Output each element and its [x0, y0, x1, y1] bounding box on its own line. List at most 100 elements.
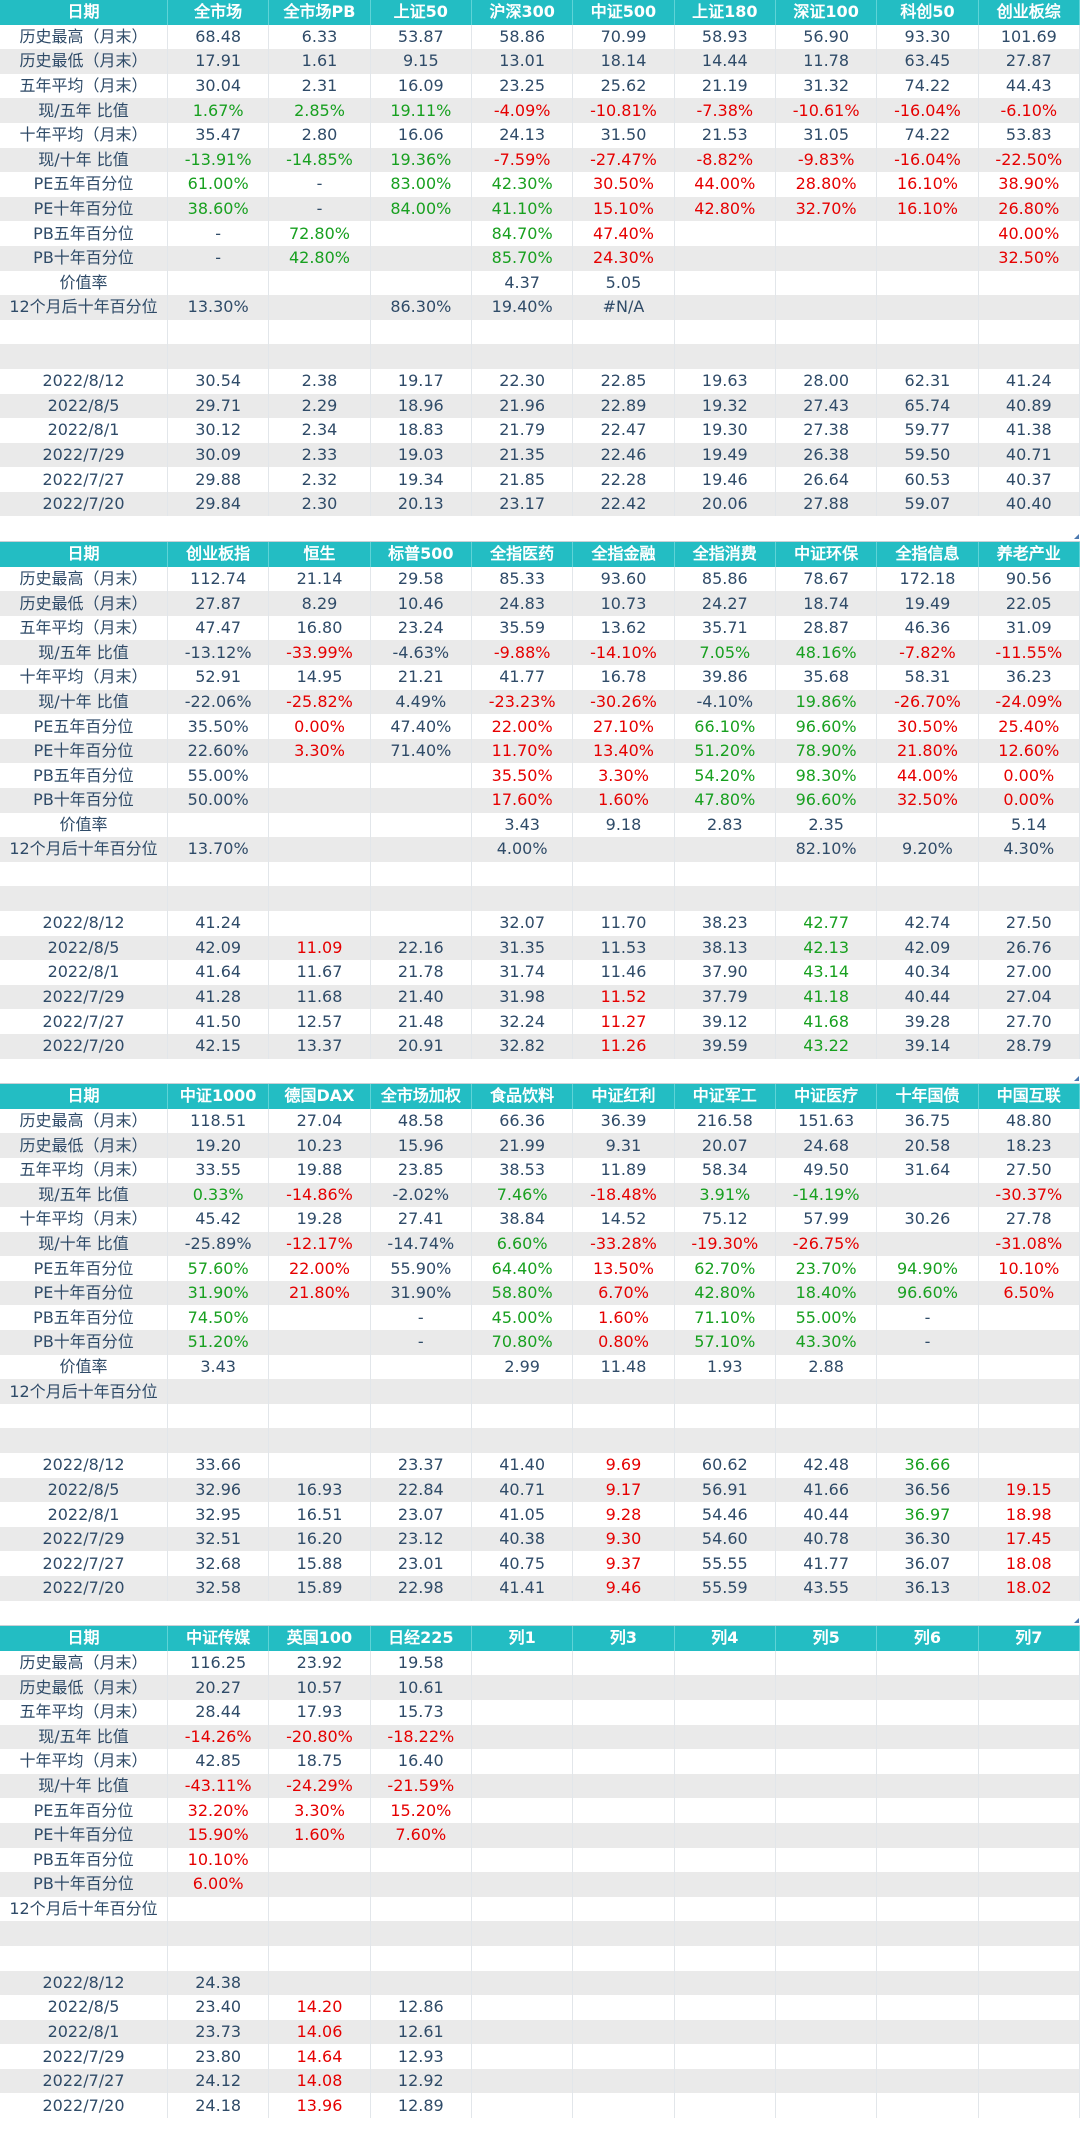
column-header[interactable]: 中国互联	[978, 1084, 1080, 1109]
value-cell[interactable]: 19.46	[674, 467, 776, 492]
value-cell[interactable]: 39.28	[876, 1009, 979, 1034]
value-cell[interactable]	[268, 1872, 371, 1897]
column-header[interactable]: 上证180	[674, 0, 776, 25]
value-cell[interactable]: 32.07	[471, 910, 574, 936]
value-cell[interactable]	[572, 1847, 675, 1873]
row-label-cell[interactable]: PE十年百分位	[0, 1280, 168, 1306]
value-cell[interactable]	[674, 1896, 776, 1922]
value-cell[interactable]: 116.25	[167, 1650, 270, 1676]
value-cell[interactable]: 94.90%	[876, 1256, 979, 1281]
column-header[interactable]: 英国100	[268, 1626, 371, 1651]
value-cell[interactable]: 42.13	[775, 935, 878, 961]
value-cell[interactable]: 31.90%	[167, 1280, 270, 1306]
value-cell[interactable]	[775, 1699, 878, 1725]
value-cell[interactable]: 71.10%	[674, 1305, 776, 1331]
value-cell[interactable]: 41.18	[775, 984, 878, 1010]
value-cell[interactable]: 84.00%	[370, 196, 472, 222]
value-cell[interactable]: 57.99	[775, 1207, 878, 1232]
value-cell[interactable]	[471, 319, 574, 345]
value-cell[interactable]	[775, 1798, 878, 1823]
value-cell[interactable]	[876, 1403, 979, 1429]
row-label-cell[interactable]: 十年平均（月末）	[0, 1749, 168, 1774]
value-cell[interactable]	[471, 1798, 574, 1823]
value-cell[interactable]: 0.33%	[167, 1182, 270, 1208]
value-cell[interactable]	[268, 344, 371, 369]
value-cell[interactable]: 18.96	[370, 393, 472, 419]
value-cell[interactable]: 19.15	[978, 1477, 1080, 1503]
value-cell[interactable]: 21.53	[674, 122, 776, 148]
value-cell[interactable]	[775, 1724, 878, 1750]
value-cell[interactable]: 19.63	[674, 368, 776, 394]
value-cell[interactable]: 55.00%	[167, 763, 270, 788]
column-header[interactable]: 全指金融	[572, 542, 675, 567]
value-cell[interactable]: 14.20	[268, 1995, 371, 2020]
value-cell[interactable]: 61.00%	[167, 172, 270, 197]
value-cell[interactable]: 14.44	[674, 49, 776, 74]
row-label-cell[interactable]: 2022/7/27	[0, 467, 168, 492]
value-cell[interactable]: 22.30	[471, 368, 574, 394]
value-cell[interactable]	[572, 1675, 675, 1700]
value-cell[interactable]: 13.40%	[572, 738, 675, 764]
value-cell[interactable]: 45.00%	[471, 1305, 574, 1331]
column-header[interactable]: 中证传媒	[167, 1626, 270, 1651]
value-cell[interactable]: 31.98	[471, 984, 574, 1010]
value-cell[interactable]: 48.16%	[775, 640, 878, 666]
column-header[interactable]: 全市场加权	[370, 1084, 472, 1109]
value-cell[interactable]: -27.47%	[572, 147, 675, 173]
value-cell[interactable]: 23.17	[471, 491, 574, 517]
value-cell[interactable]: 12.60%	[978, 738, 1080, 764]
value-cell[interactable]	[978, 1798, 1080, 1823]
value-cell[interactable]: 19.32	[674, 393, 776, 419]
value-cell[interactable]: -14.86%	[268, 1182, 371, 1208]
row-label-cell[interactable]: PB十年百分位	[0, 245, 168, 271]
value-cell[interactable]: 43.22	[775, 1033, 878, 1059]
value-cell[interactable]	[674, 1847, 776, 1873]
value-cell[interactable]: 44.00%	[674, 172, 776, 197]
value-cell[interactable]	[370, 221, 472, 246]
value-cell[interactable]: 74.22	[876, 122, 979, 148]
value-cell[interactable]: 59.07	[876, 491, 979, 517]
value-cell[interactable]	[268, 295, 371, 320]
value-cell[interactable]	[167, 1428, 270, 1454]
value-cell[interactable]: 31.35	[471, 935, 574, 961]
value-cell[interactable]	[167, 861, 270, 887]
column-header[interactable]: 全市场	[167, 0, 270, 25]
value-cell[interactable]: 43.30%	[775, 1330, 878, 1355]
value-cell[interactable]: 18.40%	[775, 1280, 878, 1306]
value-cell[interactable]	[775, 886, 878, 911]
value-cell[interactable]: 19.11%	[370, 98, 472, 123]
value-cell[interactable]: 40.40	[978, 491, 1080, 517]
value-cell[interactable]: 47.40%	[572, 221, 675, 246]
value-cell[interactable]: 9.30	[572, 1526, 675, 1552]
value-cell[interactable]: -6.10%	[978, 98, 1080, 123]
column-header[interactable]: 列1	[471, 1626, 574, 1651]
value-cell[interactable]: 12.89	[370, 2093, 472, 2119]
value-cell[interactable]: 29.88	[167, 467, 270, 492]
value-cell[interactable]	[167, 1945, 270, 1971]
value-cell[interactable]: 13.96	[268, 2093, 371, 2119]
column-header[interactable]: 食品饮料	[471, 1084, 574, 1109]
value-cell[interactable]: 16.51	[268, 1502, 371, 1527]
value-cell[interactable]	[876, 1896, 979, 1922]
value-cell[interactable]: 22.60%	[167, 738, 270, 764]
value-cell[interactable]: -22.06%	[167, 689, 270, 715]
value-cell[interactable]: 2.34	[268, 418, 371, 443]
value-cell[interactable]	[268, 319, 371, 345]
value-cell[interactable]: -9.88%	[471, 640, 574, 666]
value-cell[interactable]: 10.57	[268, 1675, 371, 1700]
row-label-cell[interactable]: 2022/7/27	[0, 2068, 168, 2094]
value-cell[interactable]	[876, 245, 979, 271]
value-cell[interactable]	[978, 861, 1080, 887]
value-cell[interactable]: 96.60%	[876, 1280, 979, 1306]
value-cell[interactable]: 60.62	[674, 1453, 776, 1478]
value-cell[interactable]: 32.50%	[876, 788, 979, 813]
row-label-cell[interactable]: PB五年百分位	[0, 1847, 168, 1873]
value-cell[interactable]: -18.22%	[370, 1724, 472, 1750]
value-cell[interactable]	[572, 1921, 675, 1946]
value-cell[interactable]: 41.24	[978, 368, 1080, 394]
value-cell[interactable]: 7.60%	[370, 1822, 472, 1848]
value-cell[interactable]: 2.33	[268, 442, 371, 468]
value-cell[interactable]: 68.48	[167, 24, 270, 50]
value-cell[interactable]	[572, 2019, 675, 2045]
row-label-cell[interactable]: 2022/7/20	[0, 1576, 168, 1601]
